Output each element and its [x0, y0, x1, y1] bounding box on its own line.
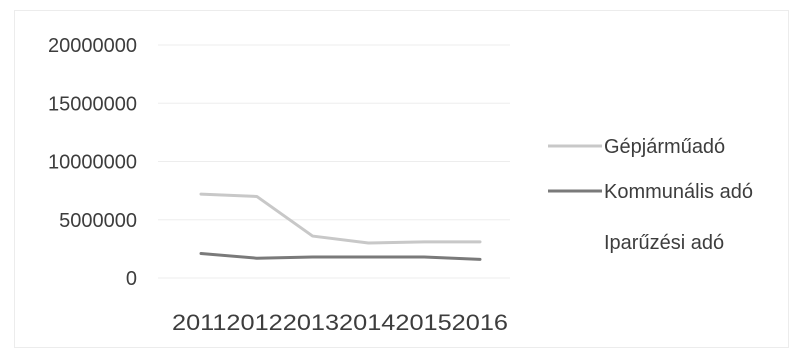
- y-tick-label: 5000000: [59, 210, 137, 232]
- y-tick-label: 0: [126, 268, 137, 290]
- series-line: [199, 252, 482, 261]
- series-lines: [199, 192, 482, 261]
- series-line: [199, 192, 482, 245]
- legend: Gépjárműadó Kommunális adó Iparűzési adó: [548, 136, 753, 254]
- chart-frame: [14, 10, 789, 348]
- legend-label: Iparűzési adó: [604, 232, 724, 254]
- gridlines: [158, 44, 510, 279]
- legend-label: Gépjárműadó: [604, 136, 725, 158]
- y-axis-tick-labels: 0 5000000 10000000 15000000 20000000: [48, 35, 137, 290]
- y-tick-label: 20000000: [48, 35, 137, 57]
- y-tick-label: 10000000: [48, 152, 137, 174]
- legend-label: Kommunális adó: [604, 181, 753, 203]
- x-axis-tick-labels: 201120122013201420152016: [172, 310, 508, 335]
- y-tick-label: 15000000: [48, 93, 137, 115]
